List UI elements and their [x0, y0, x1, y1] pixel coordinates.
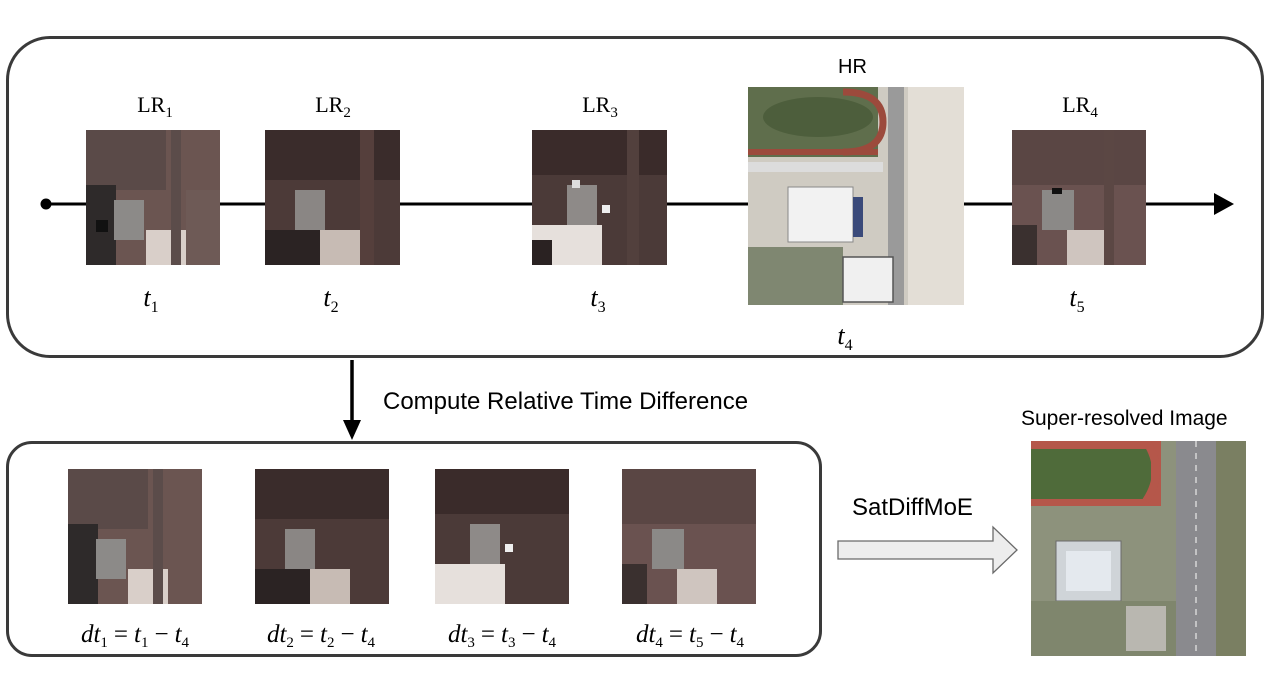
time-label-2: t2	[323, 283, 339, 316]
satdiffmoe-arrow	[837, 525, 1018, 575]
relative-time-panel	[6, 441, 822, 657]
super-resolved-image	[1031, 441, 1246, 656]
output-label: Super-resolved Image	[1021, 407, 1228, 430]
dt-image-3	[435, 469, 569, 604]
timeline-panel	[6, 36, 1264, 358]
equation-dt4: dt4 = t5− t4	[635, 621, 745, 651]
dt-image-2	[255, 469, 389, 604]
lr-image-4	[1012, 130, 1146, 265]
equation-dt3: dt3 = t3− t4	[447, 621, 557, 651]
hr-image	[748, 87, 964, 305]
time-label-5: t5	[1069, 283, 1085, 316]
lr-label-4: LR4	[1062, 92, 1098, 121]
time-label-4: t4	[837, 321, 853, 354]
lr-label-1: LR1	[137, 92, 173, 121]
lr-image-3	[532, 130, 667, 265]
lr-image-2	[265, 130, 400, 265]
dt-image-1	[68, 469, 202, 604]
equation-dt1: dt1 = t1− t4	[80, 621, 190, 651]
model-label: SatDiffMoE	[852, 494, 973, 521]
timeline-arrowhead	[1214, 193, 1234, 215]
equation-dt2: dt2 = t2− t4	[266, 621, 376, 651]
down-arrow-head	[343, 420, 361, 440]
lr-label-2: LR2	[315, 92, 351, 121]
time-label-1: t1	[143, 283, 159, 316]
hr-label: HR	[838, 56, 867, 78]
time-label-3: t3	[590, 283, 606, 316]
lr-image-1	[86, 130, 220, 265]
lr-label-3: LR3	[582, 92, 618, 121]
compute-label: Compute Relative Time Difference	[383, 388, 749, 415]
dt-image-4	[622, 469, 756, 604]
